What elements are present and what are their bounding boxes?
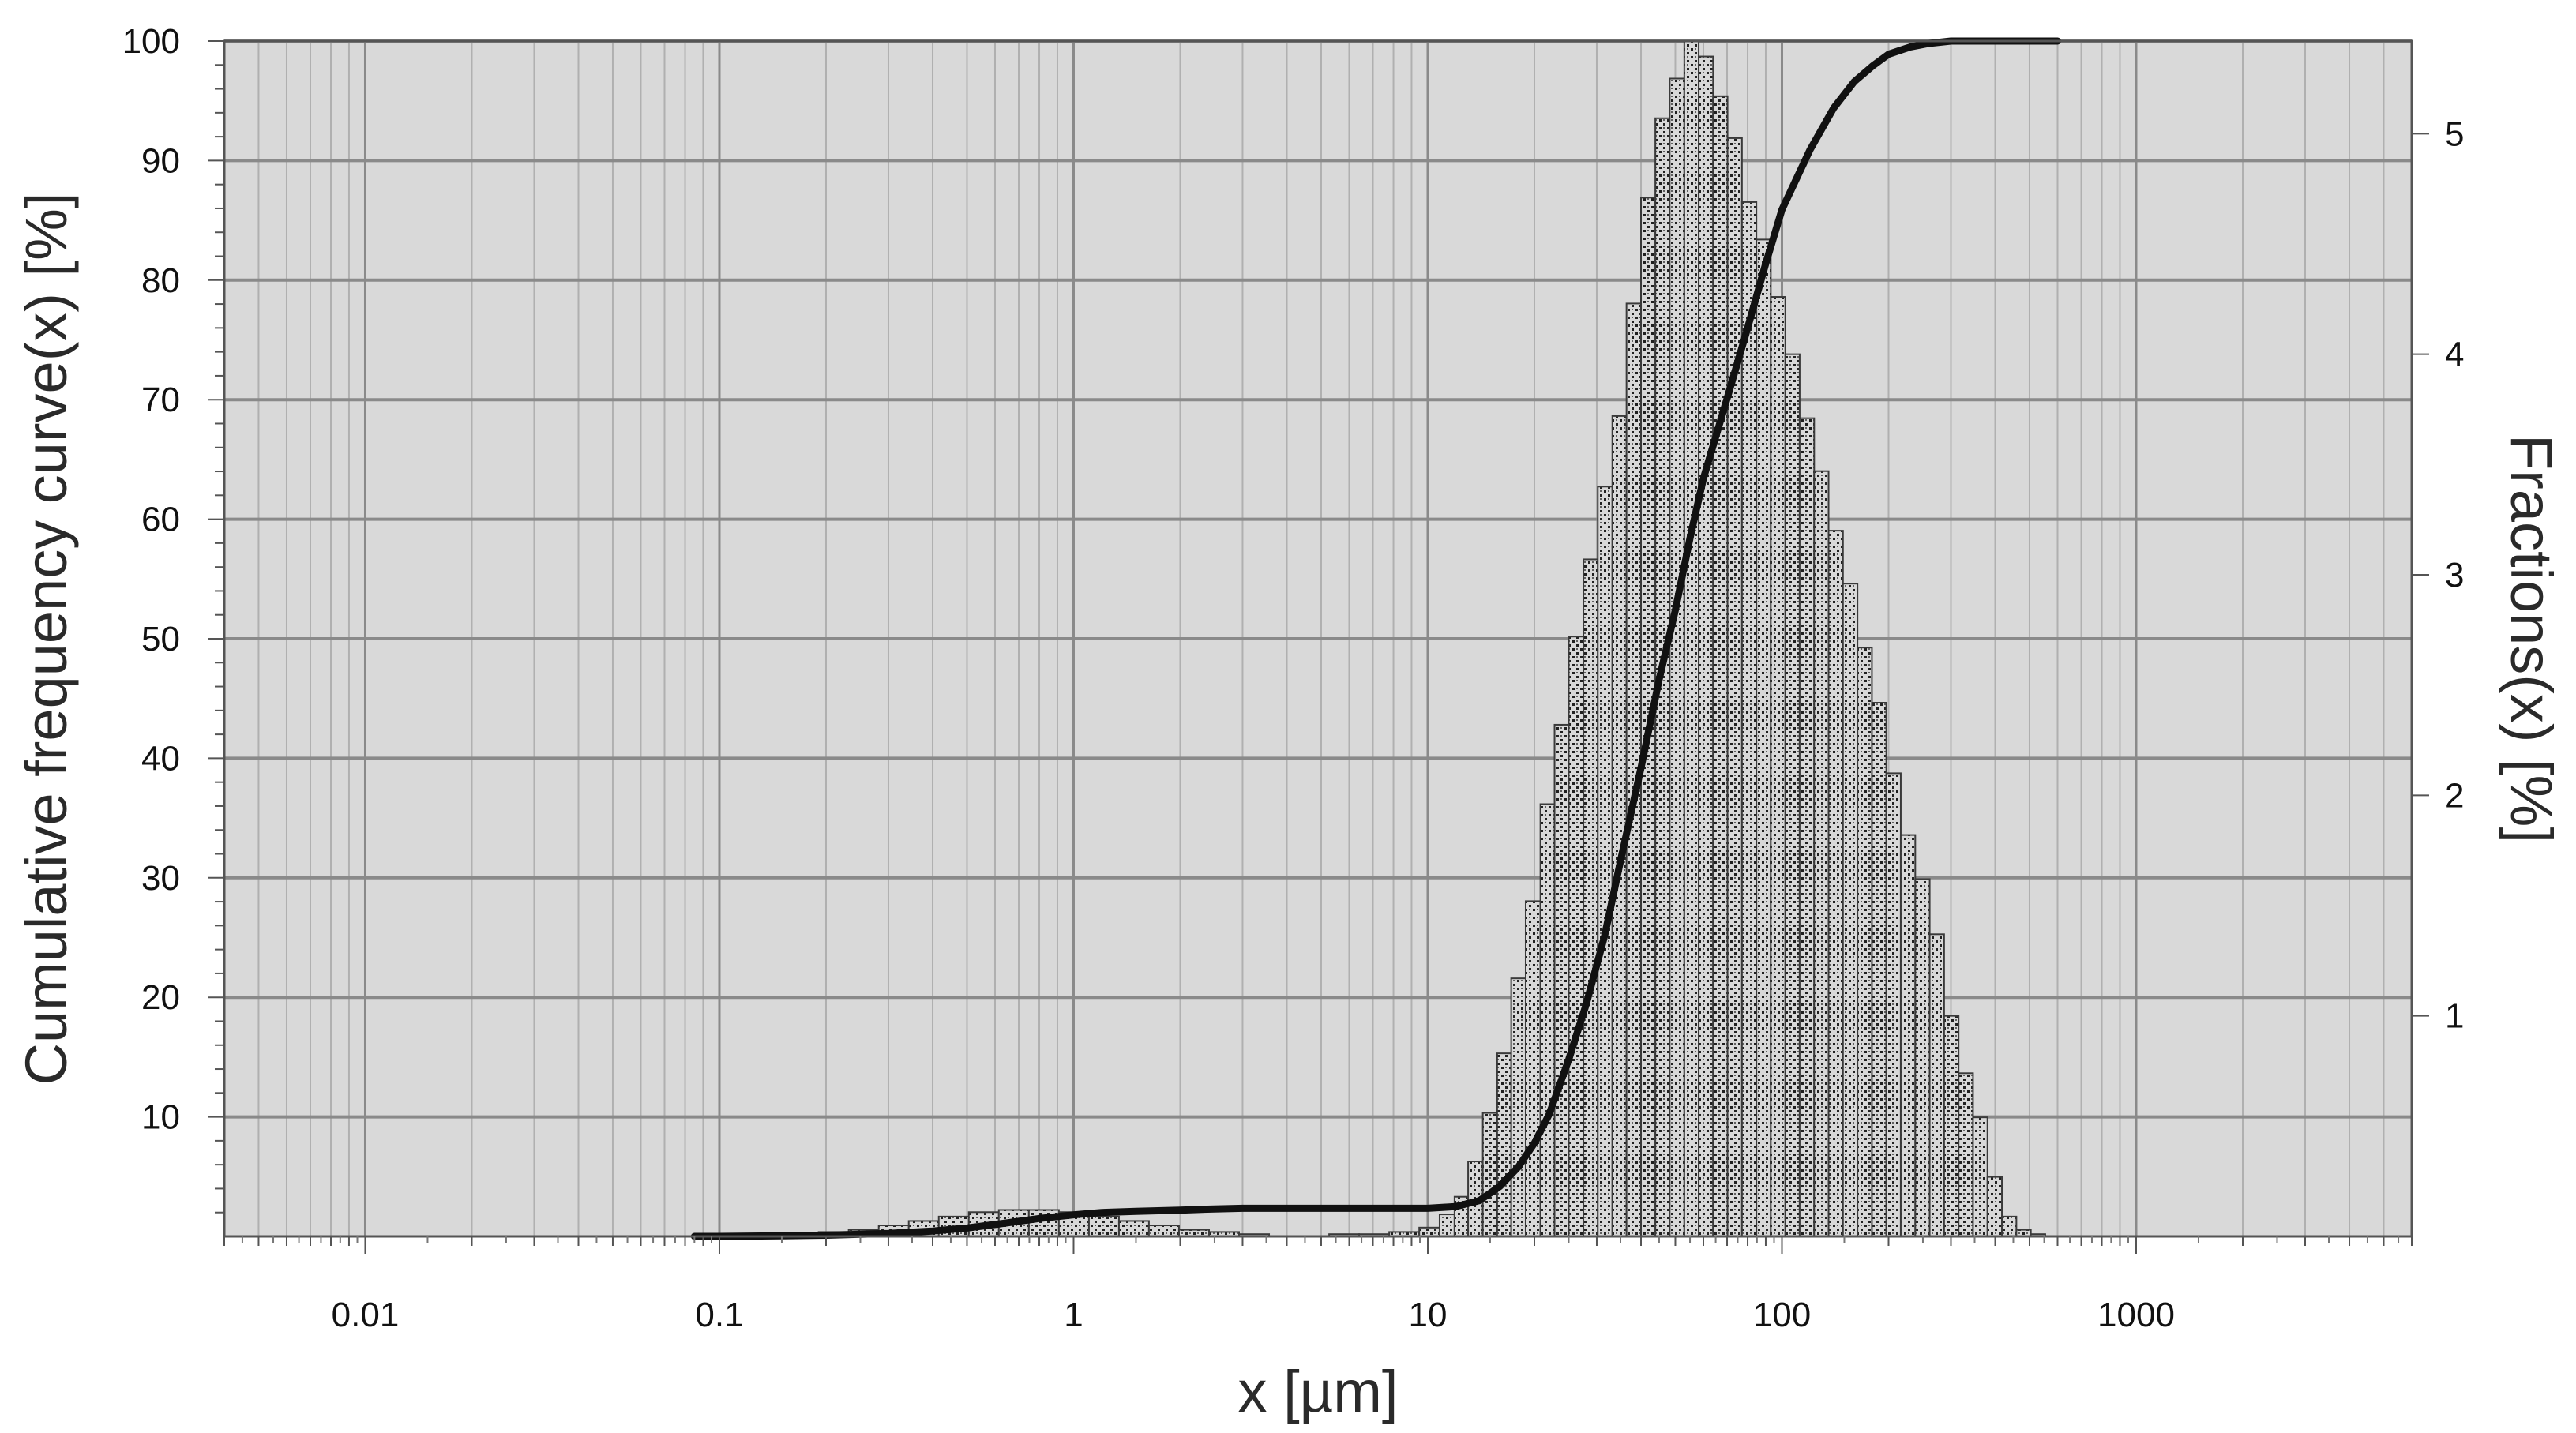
fraction-bar [1914, 878, 1931, 1238]
fraction-bar [1798, 417, 1816, 1237]
cumulative-curve-line [690, 37, 2061, 1240]
y2-tick-label: 4 [2445, 336, 2464, 374]
y2-axis-label: Fractions(x) [%] [2499, 434, 2564, 843]
fraction-bar [1943, 1015, 1960, 1237]
fraction-bar [1712, 95, 1729, 1237]
fraction-bar [1740, 201, 1758, 1237]
fraction-bar [1885, 772, 1902, 1237]
fraction-bar [1958, 1072, 1974, 1237]
fraction-bar [1770, 296, 1786, 1237]
y2-tick-label: 1 [2445, 997, 2464, 1036]
x-tick-label: 10 [1409, 1296, 1448, 1334]
y2-tick-label: 5 [2445, 114, 2464, 153]
x-axis-label: x [µm] [1238, 1359, 1399, 1424]
fraction-bar [1510, 977, 1526, 1237]
fraction-bar [1683, 40, 1700, 1237]
y-tick-label: 90 [141, 141, 180, 180]
x-tick-label: 0.01 [332, 1296, 400, 1334]
x-axis: 0.01 0.1 1 10 100 1000 [223, 1236, 2413, 1334]
fraction-bar [1087, 1215, 1120, 1237]
fraction-bar [1726, 137, 1743, 1238]
fraction-bar [1972, 1116, 1988, 1238]
fraction-bar [1539, 803, 1556, 1237]
fraction-bar [1496, 1052, 1512, 1237]
y-axis-right: 1 2 3 4 5 [2412, 114, 2464, 1036]
fraction-bar [1857, 647, 1873, 1237]
fraction-bar [1117, 1220, 1150, 1238]
fraction-bar [1784, 353, 1801, 1237]
y-axis-left: 10 20 30 40 50 60 70 80 90 100 [122, 22, 224, 1214]
fraction-bar [1568, 636, 1585, 1237]
y2-tick-label: 3 [2445, 556, 2464, 595]
y2-tick-label: 2 [2445, 776, 2464, 815]
fraction-bar [1698, 55, 1714, 1238]
fraction-bar [1438, 1214, 1455, 1237]
fraction-bar [1524, 900, 1541, 1237]
fraction-bar [1611, 415, 1628, 1237]
y-tick-label: 50 [141, 620, 180, 658]
y-tick-label: 80 [141, 261, 180, 300]
x-tick-label: 1000 [2097, 1296, 2175, 1334]
x-tick-label: 0.1 [695, 1296, 743, 1334]
fraction-bar [2001, 1215, 2018, 1237]
y-tick-label: 70 [141, 381, 180, 419]
x-tick-label: 100 [1753, 1296, 1811, 1334]
fraction-bar [1756, 238, 1772, 1237]
fraction-bar [1871, 702, 1887, 1237]
y-tick-label: 60 [141, 501, 180, 539]
y-axis-label: Cumulative frequency curve(x) [%] [13, 193, 79, 1086]
x-tick-label: 1 [1064, 1296, 1083, 1334]
fraction-bar [1842, 583, 1859, 1237]
y-tick-label: 100 [122, 22, 180, 61]
y-tick-label: 30 [141, 859, 180, 898]
major-gridlines [224, 39, 2412, 1236]
fraction-bar [1813, 470, 1830, 1237]
fraction-bar [1597, 486, 1613, 1237]
fraction-bar [1928, 933, 1945, 1237]
fraction-bar [1669, 77, 1685, 1238]
fraction-bar [1553, 723, 1570, 1237]
y-tick-label: 40 [141, 739, 180, 778]
fraction-bar [1986, 1176, 2003, 1238]
y-tick-label: 10 [141, 1098, 180, 1137]
fraction-bar [1418, 1226, 1440, 1237]
fraction-bar [1481, 1112, 1498, 1237]
fraction-bar [1147, 1225, 1180, 1237]
fraction-bar [1899, 834, 1917, 1238]
fraction-bar [1583, 558, 1599, 1237]
fraction-bar [1827, 530, 1844, 1237]
y-tick-label: 20 [141, 978, 180, 1017]
